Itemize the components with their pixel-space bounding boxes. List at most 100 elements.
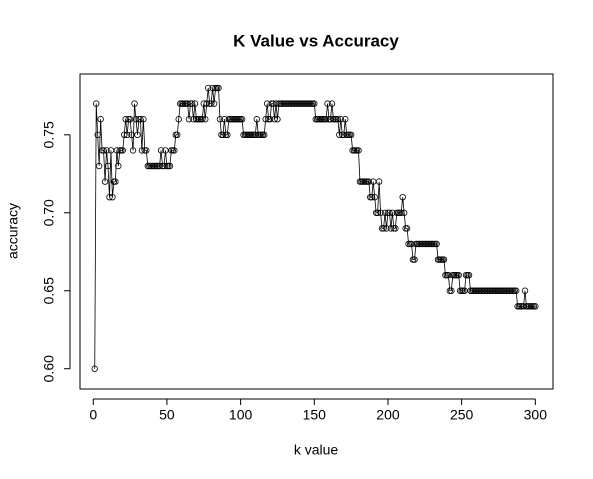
data-point: [448, 287, 455, 294]
data-point: [91, 365, 98, 372]
data-point: [253, 116, 261, 123]
data-point: [328, 100, 336, 107]
data-point: [101, 178, 109, 185]
data-point: [216, 116, 224, 123]
data-point: [260, 131, 268, 139]
data-point: [266, 116, 274, 123]
data-point: [224, 131, 231, 139]
data-point: [134, 131, 141, 139]
data-point: [365, 178, 373, 185]
data-point: [191, 100, 199, 107]
data-point: [175, 116, 182, 123]
data-point: [138, 147, 146, 154]
data-point: [132, 116, 140, 123]
data-point: [521, 287, 529, 294]
data-point: [399, 193, 406, 201]
data-point: [355, 147, 362, 154]
data-point: [512, 287, 520, 294]
data-point: [103, 147, 110, 154]
data-point: [100, 147, 107, 154]
data-point: [115, 162, 122, 170]
data-point: [97, 116, 104, 123]
data-point: [368, 193, 375, 201]
data-point: [311, 100, 318, 107]
data-point: [199, 116, 206, 123]
x-tick-label: 0: [89, 407, 97, 423]
data-point: [106, 193, 113, 201]
data-point: [342, 116, 349, 123]
data-point: [440, 256, 448, 263]
data-point: [109, 193, 116, 201]
data-point: [322, 116, 330, 123]
data-point: [203, 100, 210, 107]
data-point: [219, 131, 227, 139]
data-point: [238, 116, 246, 123]
data-point: [204, 84, 212, 92]
data-point: [398, 209, 405, 216]
x-tick-label: 250: [450, 407, 474, 423]
data-point: [383, 225, 390, 232]
data-point: [137, 116, 144, 123]
data-point: [119, 147, 126, 154]
data-point: [374, 209, 381, 216]
plot-frame: [79, 73, 554, 390]
data-point: [387, 225, 395, 232]
data-point: [93, 100, 100, 107]
data-point: [174, 131, 181, 139]
data-point: [380, 225, 387, 232]
data-point: [403, 225, 411, 232]
chart-title: K Value vs Accuracy: [233, 31, 399, 50]
data-point: [112, 178, 119, 185]
data-point: [122, 116, 129, 123]
data-point: [381, 209, 389, 216]
data-point: [334, 116, 342, 123]
data-point: [324, 100, 331, 107]
y-tick-label: 0.75: [41, 121, 57, 148]
data-point: [337, 116, 345, 123]
data-point: [202, 116, 209, 123]
y-tick-label: 0.70: [41, 199, 57, 226]
data-point: [157, 147, 165, 154]
data-point: [185, 116, 193, 123]
data-point: [184, 100, 191, 107]
data-point: [210, 100, 218, 107]
data-point: [465, 271, 473, 279]
data-point: [129, 147, 137, 154]
data-point: [104, 162, 112, 170]
data-point: [131, 100, 138, 107]
x-tick-label: 50: [159, 407, 175, 423]
data-point: [336, 131, 343, 139]
data-point: [156, 162, 163, 170]
data-point: [94, 131, 101, 139]
data-point: [455, 271, 462, 279]
data-point: [392, 225, 399, 232]
data-point: [121, 131, 128, 139]
data-point: [215, 84, 222, 92]
x-tick-label: 300: [524, 407, 548, 423]
data-point: [143, 147, 150, 154]
data-point: [433, 240, 440, 248]
data-point: [347, 131, 355, 139]
data-point: [171, 147, 178, 154]
data-point: [400, 209, 408, 216]
data-point: [271, 116, 278, 123]
x-axis-label: k value: [294, 442, 339, 458]
y-tick-label: 0.65: [41, 277, 57, 304]
data-point: [140, 116, 147, 123]
x-tick-label: 100: [229, 407, 253, 423]
x-tick-label: 200: [376, 407, 400, 423]
data-point: [371, 193, 378, 201]
data-point: [188, 100, 196, 107]
data-point: [207, 100, 215, 107]
data-point: [166, 162, 174, 170]
data-point: [377, 209, 384, 216]
x-tick-label: 150: [303, 407, 327, 423]
data-point: [375, 178, 383, 185]
data-point: [386, 209, 393, 216]
data-point: [411, 256, 418, 263]
y-axis-label: accuracy: [5, 203, 21, 259]
data-point: [262, 116, 269, 123]
y-tick-label: 0.60: [41, 355, 57, 382]
data-point: [532, 303, 539, 310]
